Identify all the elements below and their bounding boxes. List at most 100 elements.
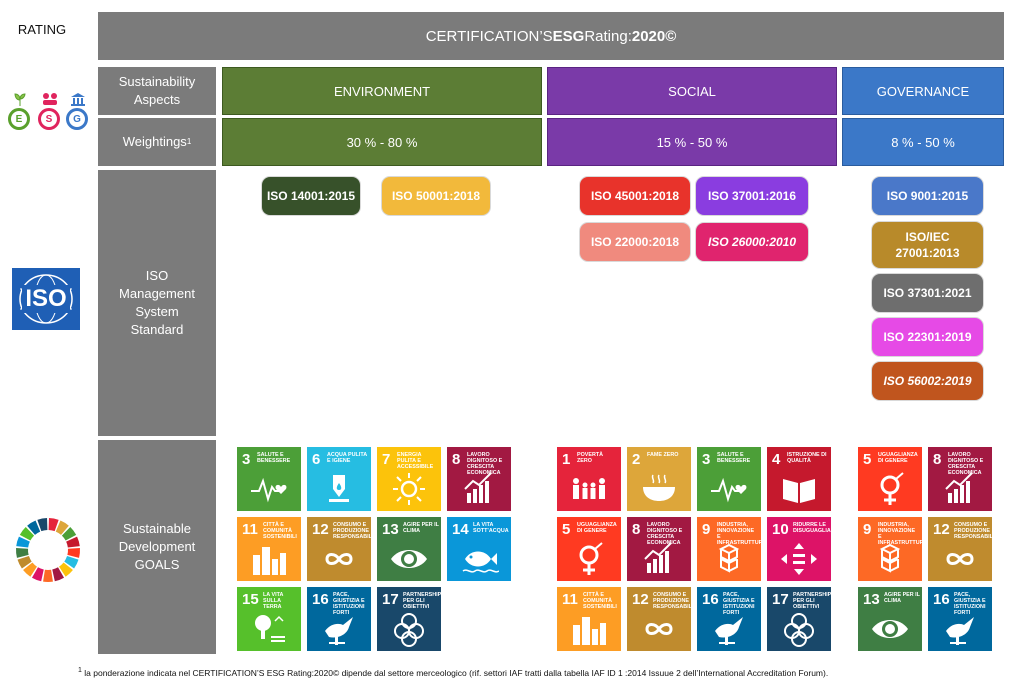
sdg-number: 10 xyxy=(772,521,789,538)
environment-label: ENVIRONMENT xyxy=(333,83,431,99)
sdg-label: CONSUMO E PRODUZIONE RESPONSABILI xyxy=(333,522,371,540)
growth-chart-icon xyxy=(644,542,672,573)
sdg-number: 16 xyxy=(312,591,329,608)
title-bold-esg: ESG xyxy=(552,27,585,45)
sdg-number: 2 xyxy=(632,451,641,468)
sdg-wheel-segment xyxy=(16,536,30,548)
sdg-label: PARTNERSHIP PER GLI OBIETTIVI xyxy=(403,592,441,610)
eye-globe-icon xyxy=(391,550,427,568)
sdg-label: ISTRUZIONE DI QUALITÀ xyxy=(787,452,827,464)
sdg-wheel-segment xyxy=(17,556,32,569)
dove-icon xyxy=(715,617,743,645)
iso-pill-governance-5: ISO 56002:2019 xyxy=(872,362,983,400)
column-header-environment: ENVIRONMENT xyxy=(222,67,542,115)
gender-icon xyxy=(579,542,603,575)
sdg-tile-governance-goal-16: 16 PACE, GIUSTIZIA E ISTITUZIONI FORTI xyxy=(928,587,992,651)
sdg-wheel-segment xyxy=(66,536,80,548)
sdg-label: PACE, GIUSTIZIA E ISTITUZIONI FORTI xyxy=(333,592,365,616)
row-label-sdg: Sustainable Development GOALS xyxy=(98,440,216,654)
sdg-number: 11 xyxy=(562,591,578,608)
sdg-label: CONSUMO E PRODUZIONE RESPONSABILI xyxy=(653,592,691,610)
sdg-number: 1 xyxy=(562,451,571,468)
sdg-label: INDUSTRIA, INNOVAZIONE E INFRASTRUTTURE xyxy=(878,522,922,546)
sdg-label: ENERGIA PULITA E ACCESSIBILE xyxy=(397,452,434,470)
title-middle: Rating: xyxy=(584,27,632,45)
row-label-weightings-text: Weightings xyxy=(122,134,187,149)
cubes-icon xyxy=(879,543,901,573)
iso-pill-governance-3: ISO 37301:2021 xyxy=(872,274,983,312)
esg-icons: E S G xyxy=(8,92,92,134)
sdg-number: 11 xyxy=(242,521,258,538)
city-icon xyxy=(253,547,286,575)
rings-icon xyxy=(784,613,814,647)
sdg-number: 17 xyxy=(772,591,789,608)
sdg-number: 3 xyxy=(242,451,251,468)
sdg-tile-social-goal-5: 5 UGUAGLIANZA DI GENERE xyxy=(557,517,621,581)
sdg-label: CITTÀ E COMUNITÀ SOSTENIBILI xyxy=(583,592,617,610)
footnote-text: la ponderazione indicata nel CERTIFICATI… xyxy=(81,667,829,678)
sdg-wheel-segment xyxy=(19,527,35,541)
sdg-tile-social-goal-17: 17 PARTNERSHIP PER GLI OBIETTIVI xyxy=(767,587,831,651)
book-icon xyxy=(783,479,815,503)
sdg-number: 7 xyxy=(382,451,391,468)
building-icon xyxy=(71,93,85,106)
city-icon xyxy=(573,617,606,645)
sdg-label: PARTNERSHIP PER GLI OBIETTIVI xyxy=(793,592,831,610)
row-label-aspects: Sustainability Aspects xyxy=(98,67,216,115)
iso-pill-governance-1: ISO 9001:2015 xyxy=(872,177,983,215)
water-drop-icon xyxy=(329,475,349,502)
esg-g-icon: G xyxy=(66,108,88,130)
row-label-iso-line4: Standard xyxy=(130,322,184,337)
sdg-label: CITTÀ E COMUNITÀ SOSTENIBILI xyxy=(263,522,297,540)
sdg-tile-social-goal-11: 11 CITTÀ E COMUNITÀ SOSTENIBILI xyxy=(557,587,621,651)
sdg-number: 14 xyxy=(452,521,469,538)
eye-globe-icon xyxy=(872,620,908,638)
equality-icon xyxy=(781,543,817,575)
sdg-tile-social-goal-2: 2 FAME ZERO xyxy=(627,447,691,511)
sdg-tile-environment-goal-8: 8 LAVORO DIGNITOSO E CRESCITA ECONOMICA xyxy=(447,447,511,511)
infinity-icon xyxy=(325,553,353,565)
sdg-label: SALUTE E BENESSERE xyxy=(717,452,751,464)
row-label-aspects-line2: Aspects xyxy=(133,92,181,107)
sdg-wheel-segment xyxy=(64,556,79,569)
row-label-sdg-line3: GOALS xyxy=(134,557,180,572)
column-header-social: SOCIAL xyxy=(547,67,837,115)
sdg-number: 5 xyxy=(562,521,571,538)
sdg-number: 5 xyxy=(863,451,872,468)
sdg-label: CONSUMO E PRODUZIONE RESPONSABILI xyxy=(954,522,992,540)
sdg-number: 4 xyxy=(772,451,781,468)
sdg-tile-governance-goal-8: 8 LAVORO DIGNITOSO E CRESCITA ECONOMICA xyxy=(928,447,992,511)
sdg-label: SALUTE E BENESSERE xyxy=(257,452,291,464)
sdg-label: LAVORO DIGNITOSO E CRESCITA ECONOMICA xyxy=(467,452,503,476)
sdg-wheel-icon xyxy=(15,518,81,583)
iso-pill-social-1: ISO 45001:2018 xyxy=(580,177,690,215)
sdg-label: ACQUA PULITA E IGIENE xyxy=(327,452,367,464)
bowl-icon xyxy=(643,474,675,501)
sdg-number: 8 xyxy=(452,451,461,468)
sdg-tile-environment-goal-17: 17 PARTNERSHIP PER GLI OBIETTIVI xyxy=(377,587,441,651)
family-icon xyxy=(573,478,605,499)
row-label-iso-line2: Management xyxy=(119,286,195,301)
sdg-label: LA VITA SOTT’ACQUA xyxy=(473,522,509,534)
sdg-tile-social-goal-16: 16 PACE, GIUSTIZIA E ISTITUZIONI FORTI xyxy=(697,587,761,651)
dove-icon xyxy=(325,617,353,645)
gender-icon xyxy=(880,472,904,505)
people-icon xyxy=(43,93,57,105)
sdg-number: 9 xyxy=(863,521,872,538)
sdg-number: 9 xyxy=(702,521,711,538)
sdg-number: 15 xyxy=(242,591,259,608)
esg-e-icon: E xyxy=(8,108,30,130)
sdg-number: 8 xyxy=(933,451,942,468)
weightings-superscript: 1 xyxy=(186,137,192,146)
sdg-label: POVERTÀ ZERO xyxy=(577,452,604,464)
sdg-label: UGUAGLIANZA DI GENERE xyxy=(577,522,617,534)
sdg-number: 12 xyxy=(312,521,329,538)
sdg-wheel-segment xyxy=(37,518,48,532)
sdg-label: RIDURRE LE DISUGUAGLIANZE xyxy=(793,522,831,534)
sdg-tile-environment-goal-15: 15 LA VITA SULLA TERRA xyxy=(237,587,301,651)
column-header-governance: GOVERNANCE xyxy=(842,67,1004,115)
row-label-iso-line3: System xyxy=(135,304,179,319)
sdg-number: 12 xyxy=(933,521,950,538)
cubes-icon xyxy=(718,543,740,573)
rating-label: RATING xyxy=(17,22,67,37)
